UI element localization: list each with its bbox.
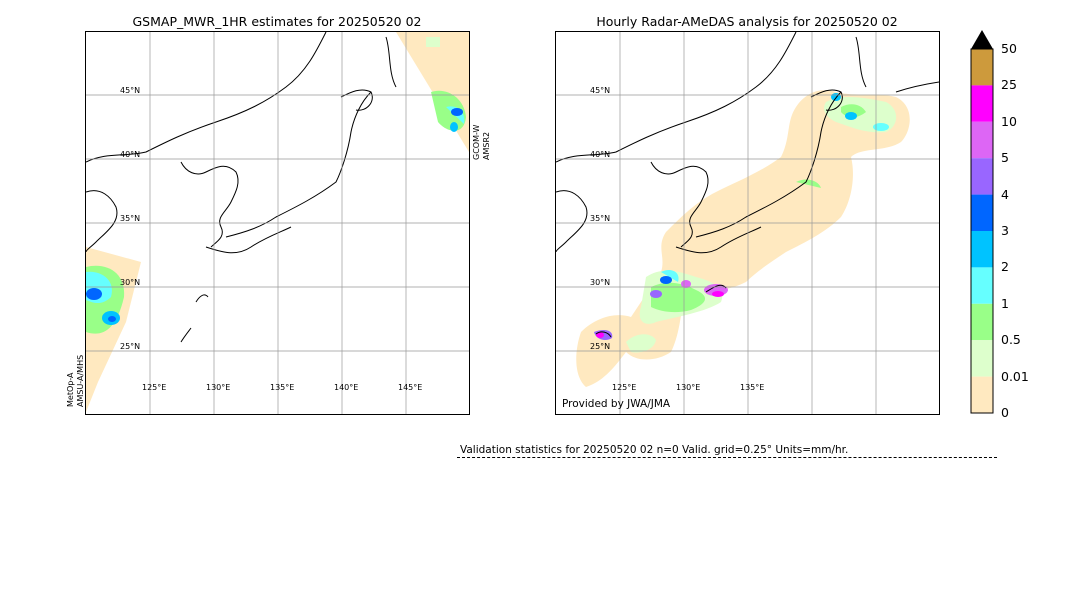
rain-cell [86,288,102,300]
left-map: 45°N 40°N 35°N 30°N 25°N 125°E 130°E 135… [85,31,470,415]
rain-cell [681,280,691,288]
lat-label: 30°N [590,278,610,287]
lon-label: 135°E [270,383,294,392]
rain-cell [431,90,466,131]
lon-labels-left: 125°E 130°E 135°E 140°E 145°E [142,383,422,392]
stats-underline [457,457,997,458]
sat-label-metop: MetOp-A [66,372,75,407]
gridlines [86,32,469,414]
colorbar-tick-label: 10 [1001,113,1017,129]
lat-labels-right: 45°N 40°N 35°N 30°N 25°N [590,86,610,351]
right-map-svg: 45°N 40°N 35°N 30°N 25°N 125°E 130°E 135… [556,32,939,414]
rain-cell [661,270,679,282]
colorbar-segment [971,231,993,268]
coastlines [556,32,939,338]
left-map-svg: 45°N 40°N 35°N 30°N 25°N 125°E 130°E 135… [86,32,469,414]
rain-cell [450,122,458,132]
colorbar-tick-label: 0 [1001,405,1009,420]
lon-label: 145°E [398,383,422,392]
rain-cell [626,334,656,353]
colorbar-tick-label: 25 [1001,77,1017,93]
rain-cell [451,108,463,116]
colorbar-segment [971,121,993,159]
colorbar-segment [971,158,993,195]
rain-cell [426,37,440,47]
lat-label: 40°N [590,150,610,159]
colorbar [970,30,994,414]
lon-labels-right: 125°E 130°E 135°E [612,383,764,392]
lon-label: 135°E [740,383,764,392]
lat-label: 25°N [120,342,140,351]
gridlines [556,32,939,414]
lon-label: 130°E [206,383,230,392]
sat-label-amsu: AMSU-A/MHS [76,354,85,407]
colorbar-tick-label: 50 [1001,41,1017,56]
colorbar-segment [971,85,993,122]
left-panel-title: GSMAP_MWR_1HR estimates for 20250520 02 [132,14,422,29]
rain-cell [845,112,857,120]
validation-stats: Validation statistics for 20250520 02 n=… [460,444,849,456]
lat-labels-left: 45°N 40°N 35°N 30°N 25°N [120,86,140,351]
colorbar-segment [971,49,993,86]
rain-cell [873,123,889,131]
lon-label: 130°E [676,383,700,392]
rain-cell [596,332,604,338]
colorbar-tick-label: 1 [1001,295,1009,311]
colorbar-tick-label: 5 [1001,150,1009,166]
lon-label: 125°E [142,383,166,392]
sat-label-gcom: GCOM-W [472,124,481,160]
colorbar-tick-label: 3 [1001,223,1009,238]
lat-label: 35°N [590,214,610,223]
colorbar-segment [971,267,993,304]
colorbar-tick-label: 2 [1001,259,1009,275]
right-panel-title: Hourly Radar-AMeDAS analysis for 2025052… [596,14,898,29]
colorbar-extend-arrow [971,30,993,49]
lat-label: 45°N [120,86,140,95]
colorbar-segment [971,194,993,231]
lat-label: 35°N [120,214,140,223]
rain-cell [660,276,672,284]
lat-label: 30°N [120,278,140,287]
rain-cell [712,291,724,297]
colorbar-segment [971,303,993,341]
right-map: 45°N 40°N 35°N 30°N 25°N 125°E 130°E 135… [555,31,940,415]
lat-label: 25°N [590,342,610,351]
coastlines [86,32,397,343]
sat-label-amsr2: AMSR2 [482,131,491,160]
rain-cell [650,290,662,298]
rain-cell [796,179,821,188]
lon-label: 140°E [334,383,358,392]
rain-cell [108,316,116,322]
colorbar-tick-label: 0.01 [1001,368,1029,384]
lat-label: 40°N [120,150,140,159]
lon-label: 125°E [612,383,636,392]
credit-text: Provided by JWA/JMA [562,398,671,410]
colorbar-tick-label: 4 [1001,186,1009,202]
colorbar-tick-label: 0.5 [1001,332,1021,348]
colorbar-segment [971,340,993,377]
lat-label: 45°N [590,86,610,95]
colorbar-segment [971,376,993,413]
colorbar-frame [970,48,994,414]
rain-cell [651,282,706,313]
